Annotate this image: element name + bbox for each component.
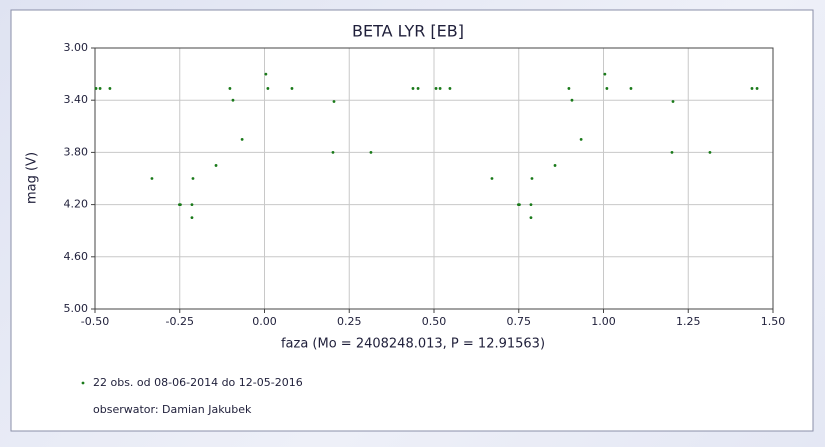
data-point — [570, 98, 574, 102]
data-point — [750, 87, 754, 90]
x-tick-label: 0.75 — [507, 315, 532, 328]
data-point — [94, 87, 98, 90]
data-point — [530, 177, 534, 180]
data-point — [190, 216, 194, 220]
x-tick-label: 1.50 — [761, 315, 786, 328]
data-point — [490, 177, 494, 180]
data-point — [369, 151, 373, 154]
y-axis-title: mag (V) — [25, 152, 40, 204]
data-point — [670, 151, 674, 154]
data-point — [331, 151, 335, 154]
data-point — [605, 87, 609, 90]
x-axis-title: faza (Mo = 2408248.013, P = 12.91563) — [281, 337, 545, 352]
data-point — [150, 177, 154, 180]
data-point — [264, 72, 268, 76]
x-tick-label: 0.50 — [422, 315, 447, 328]
x-tick-label: 1.25 — [676, 315, 701, 328]
plot-border — [94, 47, 774, 310]
chart-title: BETA LYR [EB] — [352, 22, 464, 41]
data-point — [214, 164, 218, 167]
data-point — [579, 137, 583, 141]
data-point — [755, 87, 759, 90]
data-point — [671, 100, 675, 103]
x-tick-label: -0.25 — [166, 315, 194, 328]
data-point — [416, 87, 420, 90]
y-tick-label: 4.60 — [64, 250, 89, 263]
data-point — [190, 203, 194, 207]
data-point — [553, 164, 557, 167]
data-point — [448, 87, 452, 90]
data-point — [529, 203, 533, 207]
data-point — [529, 216, 533, 220]
data-point — [108, 87, 112, 90]
observer-note: obserwator: Damian Jakubek — [93, 403, 252, 416]
data-point — [179, 203, 182, 207]
data-point — [603, 72, 607, 76]
x-tick-label: 0.00 — [252, 315, 277, 328]
data-point — [411, 87, 415, 90]
y-tick-label: 3.80 — [64, 145, 89, 158]
data-point — [629, 87, 633, 90]
y-tick-label: 3.00 — [64, 41, 89, 54]
data-point — [518, 203, 521, 207]
data-point — [567, 87, 571, 90]
data-point — [434, 87, 438, 90]
x-tick-label: 0.25 — [337, 315, 362, 328]
data-point — [290, 87, 294, 90]
data-point — [228, 87, 232, 90]
y-tick-label: 5.00 — [64, 302, 89, 315]
y-tick-label: 4.20 — [64, 198, 89, 211]
data-point — [438, 87, 442, 90]
data-point — [266, 87, 270, 90]
data-point — [191, 177, 195, 180]
legend-marker — [81, 381, 85, 385]
data-point — [231, 98, 235, 102]
x-tick-label: -0.50 — [81, 315, 109, 328]
data-point — [708, 151, 712, 154]
data-point — [332, 100, 336, 103]
y-tick-label: 3.40 — [64, 93, 89, 106]
data-point — [240, 137, 244, 141]
legend-label: 22 obs. od 08-06-2014 do 12-05-2016 — [93, 376, 303, 389]
x-tick-label: 1.00 — [591, 315, 616, 328]
data-point — [98, 87, 102, 90]
